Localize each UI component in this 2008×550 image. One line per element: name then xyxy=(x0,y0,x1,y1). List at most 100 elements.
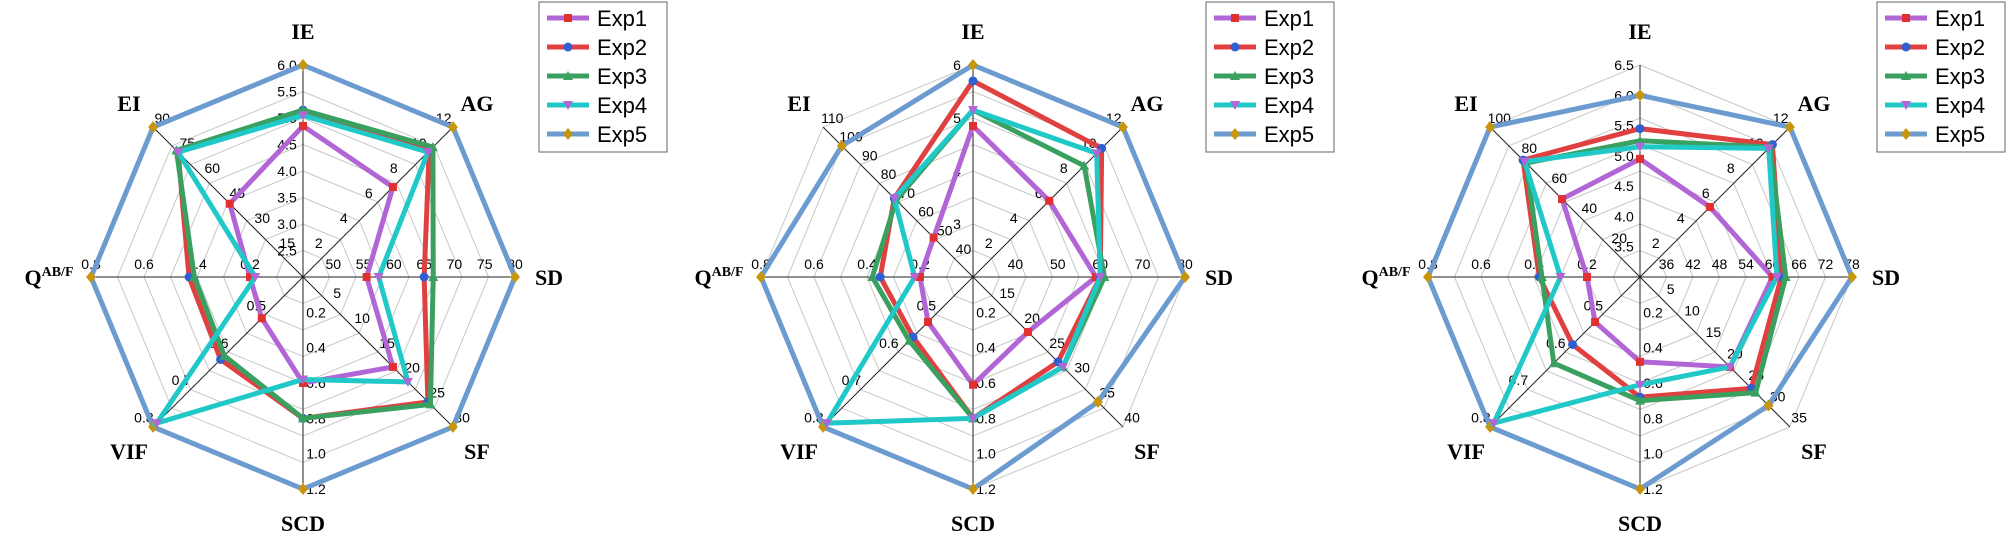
data-point xyxy=(968,59,978,71)
axis-name: SD xyxy=(1205,265,1233,290)
legend-label: Exp1 xyxy=(1264,6,1314,31)
legend: Exp1 Exp2 Exp3 Exp4 Exp5 xyxy=(538,1,668,153)
axis-name: QAB/F xyxy=(694,265,743,290)
tick-label: 4 xyxy=(340,210,348,226)
data-point xyxy=(1536,272,1547,281)
tick-label: 72 xyxy=(1818,256,1834,272)
data-point xyxy=(1847,271,1857,283)
tick-label: 0.6 xyxy=(879,335,899,351)
data-point xyxy=(362,273,371,281)
data-point xyxy=(1635,135,1645,145)
axis-name: SD xyxy=(535,265,563,290)
legend-marker xyxy=(563,42,573,52)
axis-spoke xyxy=(1639,126,1791,278)
data-point xyxy=(1180,271,1190,283)
data-point xyxy=(1591,317,1600,326)
tick-label: 54 xyxy=(1738,256,1754,272)
data-point xyxy=(299,121,307,130)
data-point xyxy=(1117,121,1128,134)
tick-label: 60 xyxy=(204,160,220,176)
data-point xyxy=(1724,362,1735,372)
tick-label: 5 xyxy=(333,285,341,301)
legend: Exp1 Exp2 Exp3 Exp4 Exp5 xyxy=(1205,1,1335,153)
tick-label: 2 xyxy=(1652,235,1660,251)
data-point xyxy=(388,362,397,371)
tick-label: 10 xyxy=(1684,303,1700,319)
data-point xyxy=(1784,121,1795,134)
legend-marker xyxy=(1230,71,1240,80)
tick-label: 25 xyxy=(429,385,445,401)
tick-label: 5.5 xyxy=(277,84,297,100)
tick-label: 10 xyxy=(354,310,370,326)
series-exp5 xyxy=(86,59,520,495)
tick-label: 66 xyxy=(1791,256,1807,272)
axis-name: SF xyxy=(1134,439,1160,464)
data-point xyxy=(402,377,413,387)
data-point xyxy=(821,419,832,429)
axis-name: IE xyxy=(291,19,314,44)
data-point xyxy=(225,199,234,208)
axis-name: VIF xyxy=(110,439,148,464)
axis-name: EI xyxy=(1454,91,1477,116)
axis-spoke xyxy=(822,276,974,428)
data-point xyxy=(1768,273,1777,281)
tick-label: 30 xyxy=(1074,360,1090,376)
data-point xyxy=(1568,339,1578,349)
data-point xyxy=(86,271,96,283)
axis-name: SF xyxy=(1801,439,1827,464)
tick-label: 50 xyxy=(937,222,953,238)
tick-label: 2.5 xyxy=(277,243,297,259)
data-point xyxy=(1558,195,1567,204)
tick-label: 40 xyxy=(956,241,972,257)
data-point xyxy=(1488,419,1499,429)
data-point xyxy=(756,271,766,283)
legend-marker xyxy=(563,71,573,80)
axis-name: SF xyxy=(464,439,490,464)
legend-marker xyxy=(1230,128,1240,140)
series-exp4 xyxy=(821,106,1106,429)
axis-name: IE xyxy=(961,19,984,44)
tick-label: 3.5 xyxy=(277,190,297,206)
legend-marker xyxy=(1230,101,1240,110)
axis-name: AG xyxy=(1130,91,1163,116)
tick-label: 0.6 xyxy=(1471,256,1491,272)
tick-label: 40 xyxy=(1008,256,1024,272)
data-point xyxy=(298,59,308,71)
data-point xyxy=(373,273,384,282)
data-point xyxy=(1635,380,1645,390)
data-point xyxy=(510,271,520,283)
tick-label: 1.0 xyxy=(1643,446,1663,462)
tick-label: 40 xyxy=(1581,200,1597,216)
axis-name: IE xyxy=(1628,19,1651,44)
data-point xyxy=(298,111,308,121)
series-exp5 xyxy=(1423,89,1857,495)
tick-label: 2 xyxy=(315,235,323,251)
tick-label: 0.6 xyxy=(804,256,824,272)
tick-label: 15 xyxy=(1706,324,1722,340)
tick-label: 20 xyxy=(404,360,420,376)
legend-marker xyxy=(1901,128,1911,140)
tick-label: 0.2 xyxy=(1643,304,1663,320)
legend-label: Exp2 xyxy=(1264,35,1314,60)
data-point xyxy=(1780,272,1791,281)
axis-spoke xyxy=(1639,276,1791,428)
legend-label: Exp5 xyxy=(1935,122,1985,147)
axis-name: QAB/F xyxy=(1361,265,1410,290)
tick-label: 0.4 xyxy=(306,340,326,356)
data-point xyxy=(447,420,458,433)
data-point xyxy=(968,76,978,86)
tick-label: 4.0 xyxy=(277,163,297,179)
data-point xyxy=(419,272,429,282)
tick-label: 20 xyxy=(1611,230,1627,246)
tick-label: 60 xyxy=(1551,170,1567,186)
tick-label: 4 xyxy=(1677,210,1685,226)
data-point xyxy=(428,272,439,281)
tick-label: 0.4 xyxy=(976,340,996,356)
tick-label: 50 xyxy=(325,256,341,272)
axis-name: SCD xyxy=(951,511,995,536)
data-point xyxy=(151,419,162,429)
data-point xyxy=(1485,121,1496,134)
